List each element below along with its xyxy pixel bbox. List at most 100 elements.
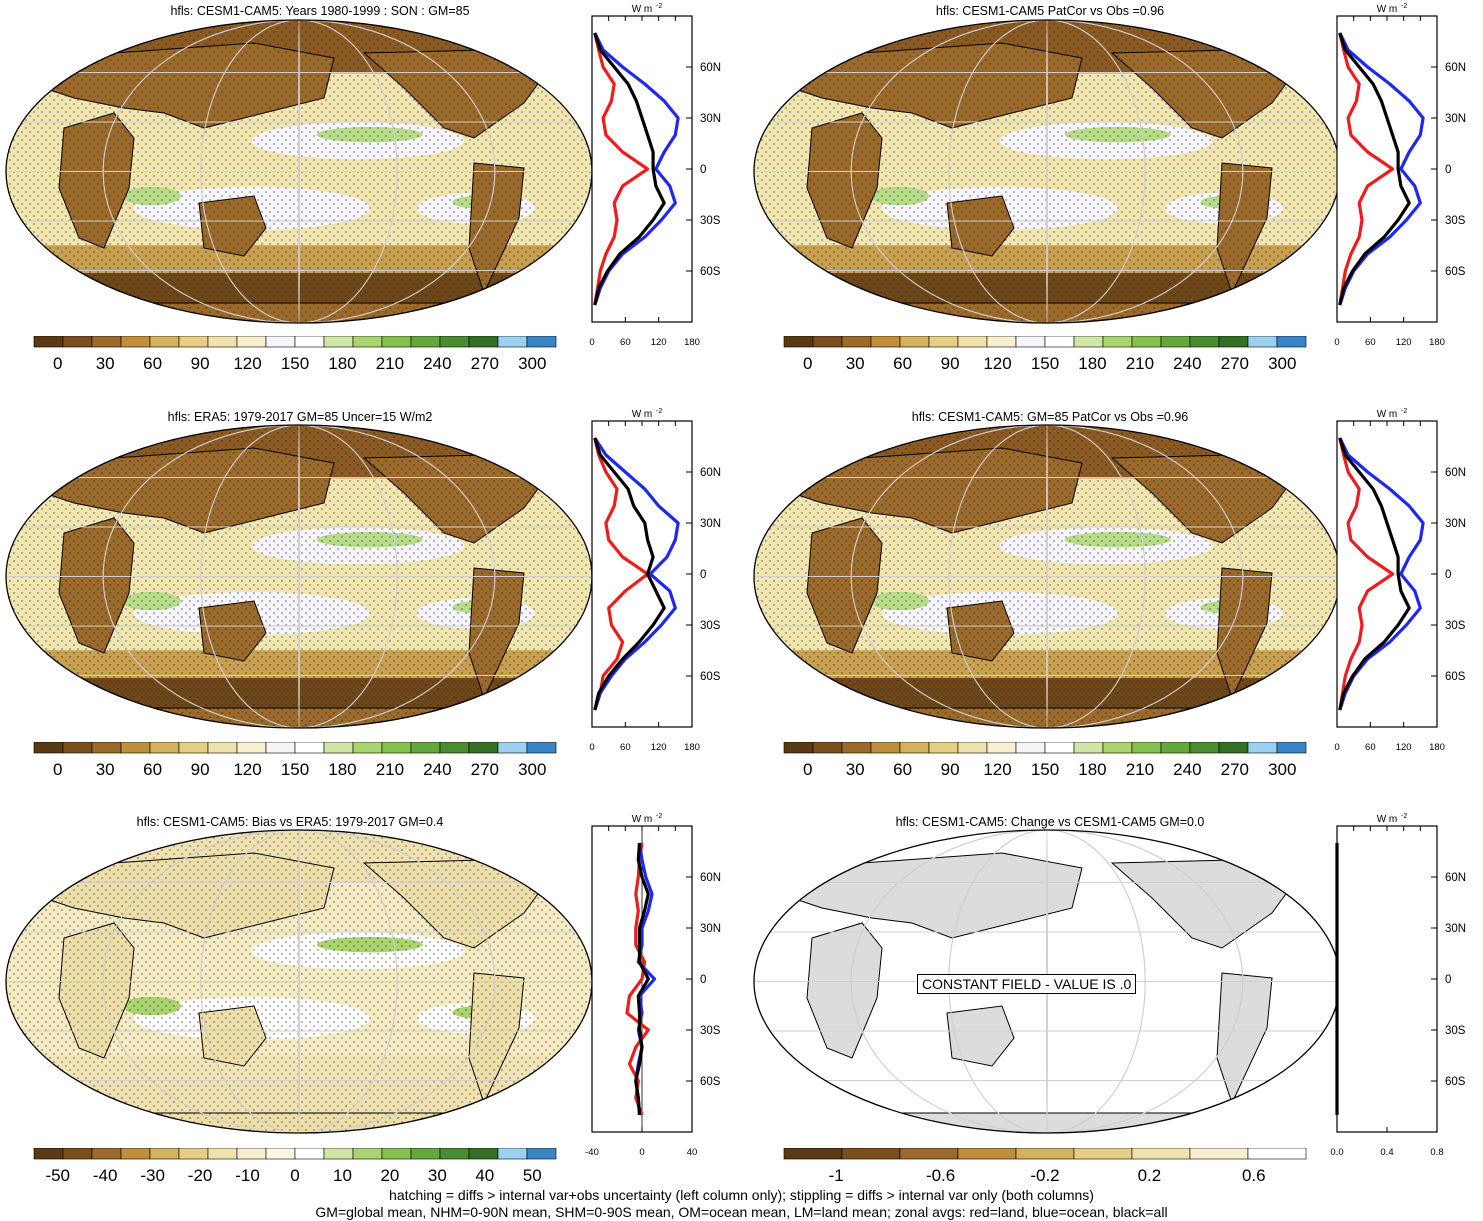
colorbar-swatch [928, 742, 959, 754]
zonal-x-label: 0.4 [1380, 1147, 1393, 1158]
zonal-lat-label: 60N [1445, 872, 1466, 884]
colorbar-label: 30 [846, 760, 865, 779]
colorbar-swatch [1218, 336, 1249, 348]
colorbar-label: 90 [941, 354, 960, 373]
colorbar-swatch [381, 1148, 412, 1160]
zonal-plot-3: W m -2 60N 30N 0 30S 60S 0 60 120 180 [589, 408, 721, 753]
colorbar-swatch [1276, 336, 1307, 348]
graticule-lon [298, 425, 300, 728]
continent-south-america [1216, 972, 1273, 1105]
graticule-lon [102, 20, 496, 323]
colorbar-label: 60 [143, 354, 162, 373]
colorbar-label: 210 [376, 760, 404, 779]
colorbar-label: 240 [423, 760, 451, 779]
colorbar-label: -50 [45, 1166, 70, 1185]
colorbar-swatch [294, 336, 325, 348]
zonal-x-label: 60 [1365, 742, 1376, 753]
zonal-unit-label: W m [632, 409, 653, 420]
colorbar-swatch [1218, 742, 1249, 754]
zonal-unit-label: W m [1377, 814, 1398, 825]
map-panel-6 [753, 829, 1341, 1134]
zonal-x-label: 0 [1334, 337, 1339, 348]
zonal-series-all [593, 32, 666, 306]
colorbar-swatch [149, 742, 180, 754]
zonal-series-land [593, 32, 650, 306]
graticule-lon [102, 425, 496, 728]
colorbar-swatch [265, 1148, 296, 1160]
colorbar-swatch [439, 742, 470, 754]
colorbar-swatch [841, 336, 872, 348]
zonal-lat-label: 30N [700, 923, 721, 935]
colorbar-label: 270 [471, 760, 499, 779]
zonal-x-label: 180 [684, 742, 700, 753]
colorbar-swatch [410, 742, 441, 754]
colorbar-swatch [526, 1148, 557, 1160]
colorbar-swatch [870, 742, 901, 754]
colorbar-swatch [120, 742, 151, 754]
colorbar-swatch [986, 742, 1017, 754]
colorbar-label: -20 [188, 1166, 213, 1185]
zonal-x-label: 0 [589, 742, 594, 753]
colorbar-swatch [497, 742, 528, 754]
zonal-x-label: -40 [585, 1147, 599, 1158]
colorbar-swatch [1247, 336, 1278, 348]
zonal-unit-label: W m [1377, 4, 1398, 15]
colorbar-swatch [33, 742, 64, 754]
zonal-unit-exponent: -2 [656, 813, 662, 820]
colorbar-swatch [468, 336, 499, 348]
zonal-lat-label: 60S [700, 1076, 721, 1088]
zonal-series-land [1338, 437, 1395, 711]
colorbar-swatch [33, 336, 64, 348]
colorbar-label: 30 [96, 354, 115, 373]
colorbar-swatch [323, 1148, 354, 1160]
colorbar-swatch [1247, 742, 1278, 754]
zonal-x-label: 180 [684, 337, 700, 348]
zonal-series-ocean [593, 437, 680, 711]
colorbar-label: 10 [333, 1166, 352, 1185]
colorbar-swatch [1015, 336, 1046, 348]
colorbar-label: 240 [423, 354, 451, 373]
colorbar-swatch [207, 336, 238, 348]
colorbar-swatch [497, 1148, 528, 1160]
colorbar-label: 20 [380, 1166, 399, 1185]
colorbar-label: 0 [53, 760, 62, 779]
colorbar-swatch [265, 336, 296, 348]
colorbar-swatch [410, 336, 441, 348]
colorbar-swatch [899, 742, 930, 754]
zonal-plot-6: W m -2 60N 30N 0 30S 60S 0.0 0.4 0.8 [1330, 813, 1466, 1158]
colorbar-swatch [120, 336, 151, 348]
colorbar-label: 270 [1221, 760, 1249, 779]
zonal-unit-label: W m [632, 4, 653, 15]
colorbar-swatch [783, 742, 814, 754]
zonal-series-land [1338, 32, 1395, 306]
colorbar-panel-5: -50 -40 -30 -20 -10 0 10 20 30 40 50 [33, 1148, 557, 1185]
colorbar-swatch [1160, 742, 1191, 754]
panel-5-title: hfls: CESM1-CAM5: Bias vs ERA5: 1979-201… [136, 815, 444, 829]
zonal-series-ocean [593, 32, 680, 306]
zonal-lat-label: 60S [700, 671, 721, 683]
zonal-x-label: 0 [1334, 742, 1339, 753]
graticule-lon [850, 425, 1244, 728]
graticule-lon [850, 20, 1244, 323]
colorbar-swatch [526, 336, 557, 348]
zonal-lat-label: 60N [700, 62, 721, 74]
colorbar-swatch [468, 742, 499, 754]
zonal-x-label: 180 [1429, 742, 1445, 753]
colorbar-swatch [899, 1148, 959, 1160]
colorbar-label: 0 [803, 760, 812, 779]
zonal-series-all [634, 842, 650, 1116]
zonal-lat-label: 0 [1445, 164, 1451, 176]
colorbar-label: 300 [518, 354, 546, 373]
colorbar-swatch [957, 742, 988, 754]
colorbar-label: 0 [53, 354, 62, 373]
colorbar-label: 60 [893, 760, 912, 779]
zonal-x-label: 60 [620, 742, 631, 753]
colorbar-label: 300 [518, 760, 546, 779]
colorbar-label: 180 [328, 354, 356, 373]
panel-6-title: hfls: CESM1-CAM5: Change vs CESM1-CAM5 G… [895, 815, 1205, 829]
colorbar-swatch [1189, 1148, 1249, 1160]
footer-note-line-2: GM=global mean, NHM=0-90N mean, SHM=0-90… [315, 1204, 1168, 1220]
colorbar-label: 120 [983, 760, 1011, 779]
zonal-x-label: 60 [1365, 337, 1376, 348]
colorbar-label: -1 [829, 1166, 844, 1185]
